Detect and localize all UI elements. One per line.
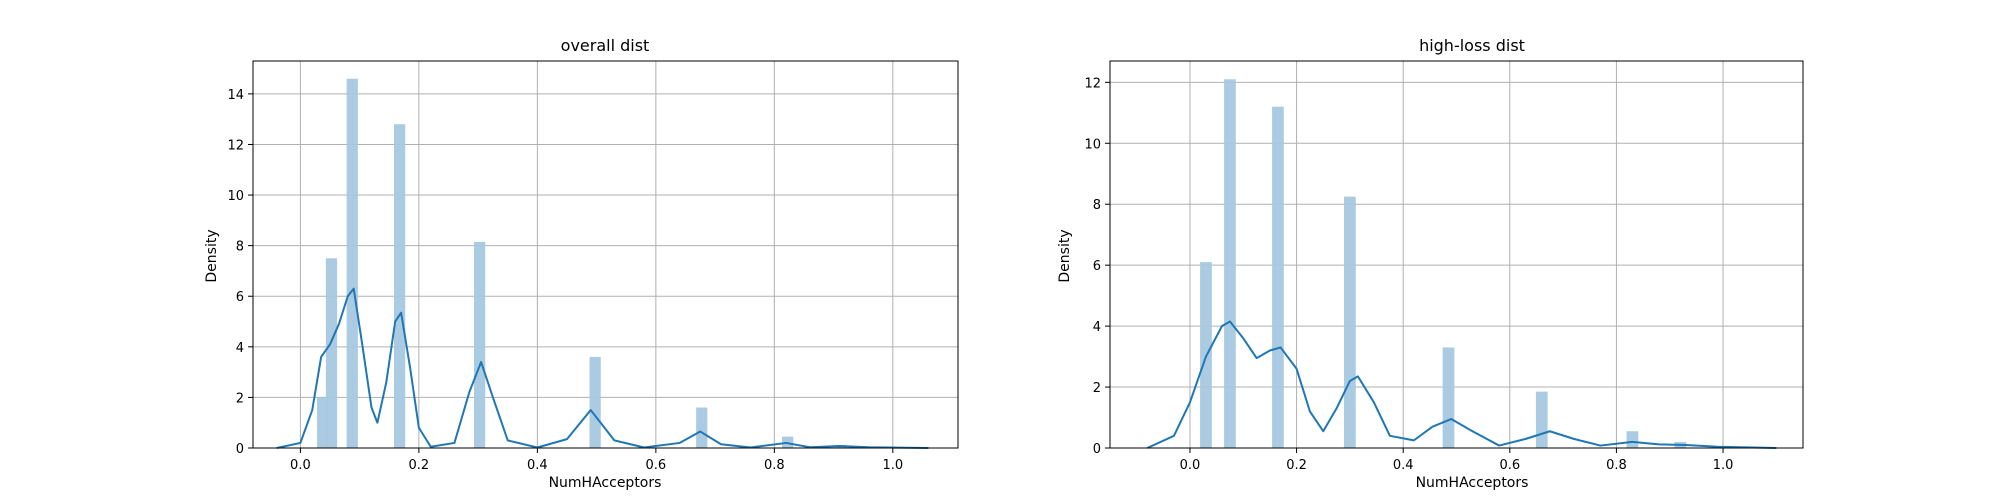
histogram-bar (1535, 391, 1548, 448)
y-tick-label: 0 (236, 442, 244, 457)
x-tick-label: 1.0 (1713, 458, 1734, 473)
histogram-bar (473, 241, 486, 448)
plot-title: high-loss dist (1419, 36, 1525, 55)
x-axis-label: NumHAcceptors (549, 475, 662, 491)
high-loss-dist-plot: high-loss dist NumHAcceptors Density 0.0… (1057, 36, 1804, 491)
plot-title: overall dist (561, 36, 650, 55)
y-tick-label: 2 (1093, 381, 1101, 396)
y-tick-label: 2 (236, 391, 244, 406)
axes-frame (1109, 60, 1804, 449)
histogram-bar (346, 78, 358, 449)
y-tick-label: 10 (1084, 137, 1101, 152)
x-tick-label: 0.2 (1286, 458, 1307, 473)
y-tick-label: 4 (1093, 320, 1101, 335)
x-axis-label: NumHAcceptors (1416, 475, 1529, 491)
x-tick-label: 0.8 (764, 458, 785, 473)
y-axis-label: Density (204, 229, 220, 282)
overall-dist-plot: overall dist NumHAcceptors Density 0.0 0.… (204, 36, 959, 491)
y-axis-label: Density (1057, 229, 1073, 282)
x-tick-label: 0.6 (1499, 458, 1520, 473)
y-tick-label: 12 (227, 138, 244, 153)
y-tick-label: 6 (1093, 259, 1101, 274)
x-tick-label: 0.4 (527, 458, 548, 473)
histogram-bar (696, 407, 708, 448)
x-tick-label: 0.6 (646, 458, 667, 473)
axes-frame (252, 60, 959, 449)
y-tick-label: 8 (236, 240, 244, 255)
y-tick-label: 6 (236, 290, 244, 305)
x-tick-label: 0.4 (1393, 458, 1414, 473)
histogram-bar (1272, 106, 1284, 448)
y-tick-label: 14 (227, 88, 244, 103)
kde-line (276, 287, 929, 449)
histogram-bar (316, 397, 329, 448)
histogram-bar (589, 356, 601, 448)
y-tick-label: 8 (1093, 198, 1101, 213)
y-tick-label: 4 (236, 341, 244, 356)
histogram-bar (325, 258, 338, 448)
x-tick-label: 1.0 (882, 458, 903, 473)
x-tick-label: 0.0 (1180, 458, 1201, 473)
x-tick-label: 0.0 (290, 458, 311, 473)
histogram-bar (1626, 431, 1639, 448)
y-tick-label: 10 (227, 189, 244, 204)
x-tick-label: 0.2 (409, 458, 430, 473)
histogram-bar (394, 124, 406, 448)
y-tick-label: 0 (1093, 442, 1101, 457)
kde-line (1146, 320, 1777, 449)
x-tick-label: 0.8 (1606, 458, 1627, 473)
histogram-bar (1344, 196, 1356, 448)
histogram-bar (1442, 347, 1455, 448)
y-tick-label: 12 (1084, 76, 1101, 91)
histogram-bar (1224, 79, 1236, 449)
